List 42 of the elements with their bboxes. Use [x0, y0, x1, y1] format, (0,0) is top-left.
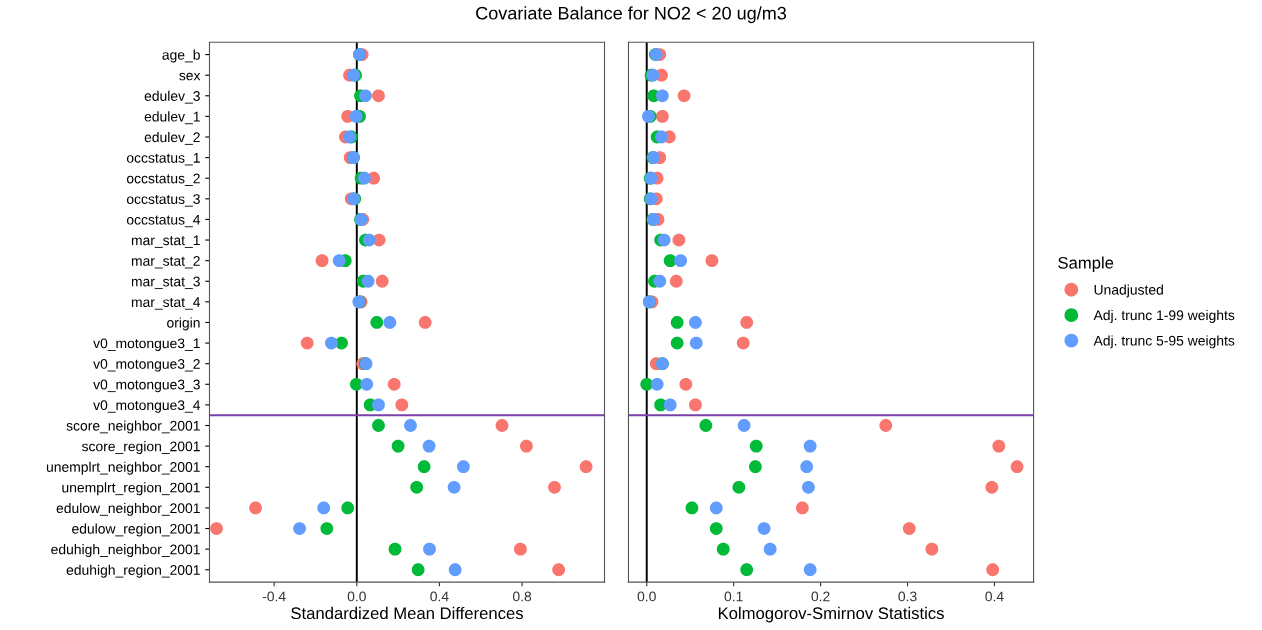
- y-tick-label: occstatus_2: [126, 173, 200, 187]
- y-tick-label: occstatus_4: [126, 214, 201, 228]
- x-tick-label: 0.2: [811, 591, 830, 602]
- y-tick-label: edulev_1: [144, 111, 200, 125]
- x-tick-label: 0.1: [724, 591, 743, 602]
- x-tick-label: 0.3: [898, 591, 917, 602]
- legend-label: Adj. trunc 1-99 weights: [1093, 309, 1235, 323]
- legend-label: Unadjusted: [1094, 284, 1163, 298]
- y-tick-label: mar_stat_2: [131, 255, 200, 269]
- y-tick-label: v0_motongue3_1: [93, 338, 200, 351]
- y-tick-label: age_b: [162, 49, 200, 63]
- x-tick-label: 0.0: [347, 591, 366, 602]
- y-tick-label: edulev_2: [144, 131, 200, 145]
- y-tick-label: score_neighbor_2001: [66, 420, 200, 434]
- x-axis-title: Kolmogorov-Smirnov Statistics: [718, 606, 944, 623]
- chart-title: Covariate Balance for NO2 < 20 ug/m3: [476, 6, 787, 24]
- y-tick-label: mar_stat_4: [131, 297, 201, 310]
- y-tick-label: v0_motongue3_3: [93, 379, 200, 393]
- y-tick-label: sex: [179, 72, 201, 81]
- y-tick-label: occstatus_3: [126, 194, 200, 207]
- x-tick-label: 0.4: [985, 591, 1004, 602]
- x-tick-label: -0.4: [262, 591, 286, 602]
- y-tick-label: edulev_3: [144, 90, 200, 104]
- y-tick-label: unemplrt_neighbor_2001: [46, 461, 200, 475]
- y-tick-label: occstatus_1: [126, 153, 200, 166]
- x-tick-label: 0.4: [430, 591, 449, 602]
- y-tick-label: mar_stat_1: [131, 235, 200, 248]
- y-tick-label: score_region_2001: [81, 441, 200, 455]
- legend-title: Sample: [1058, 256, 1114, 272]
- y-tick-label: eduhigh_neighbor_2001: [51, 544, 200, 558]
- y-tick-label: edulow_neighbor_2001: [56, 502, 200, 516]
- y-tick-label: edulow_region_2001: [72, 523, 200, 537]
- y-tick-label: origin: [167, 317, 200, 331]
- x-axis-title: Standardized Mean Differences: [291, 606, 523, 620]
- y-tick-label: v0_motongue3_2: [93, 359, 200, 372]
- y-tick-label: mar_stat_3: [131, 276, 200, 290]
- x-tick-label: 0.8: [512, 591, 532, 602]
- x-tick-label: 0.0: [637, 591, 656, 602]
- y-tick-label: v0_motongue3_4: [93, 400, 201, 413]
- legend-label: Adj. trunc 5-95 weights: [1093, 335, 1235, 349]
- y-tick-label: eduhigh_region_2001: [66, 564, 200, 578]
- y-tick-label: unemplrt_region_2001: [62, 482, 200, 496]
